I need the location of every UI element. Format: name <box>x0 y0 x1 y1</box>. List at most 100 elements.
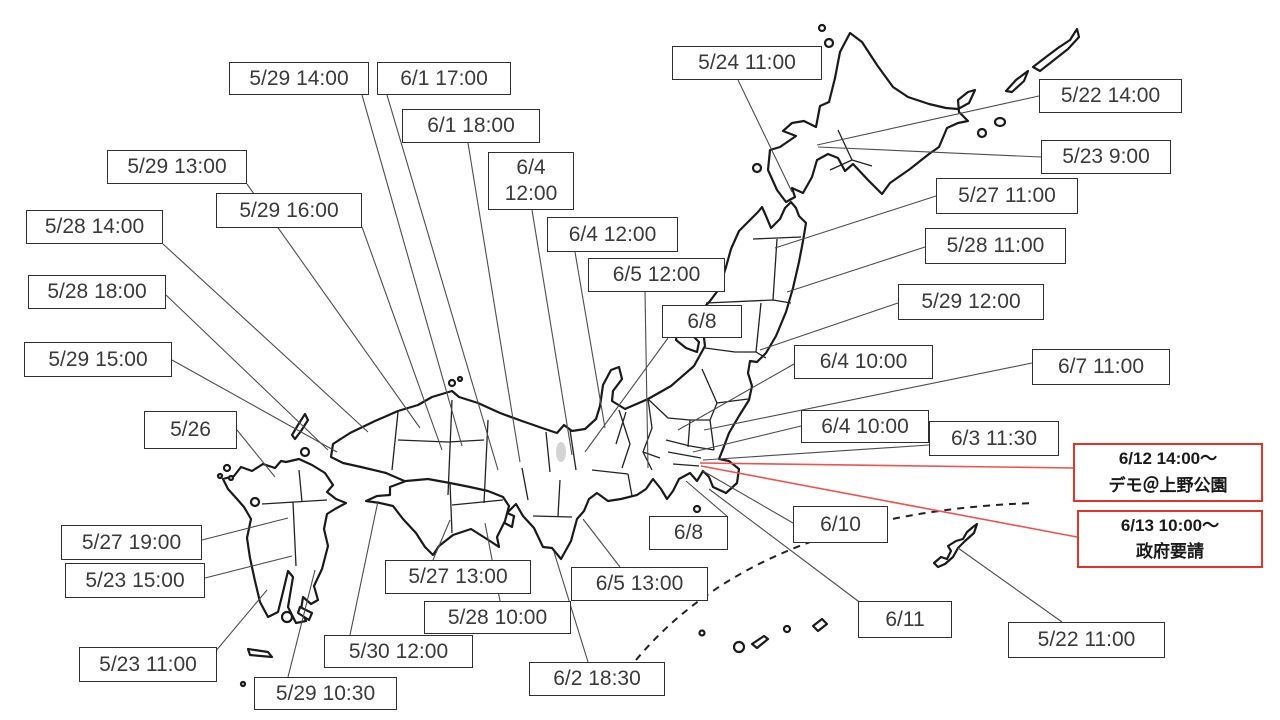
island-tokara <box>239 680 247 688</box>
event-label: 5/23 15:00 <box>65 563 205 598</box>
island-okinawa <box>932 522 979 569</box>
leader-line <box>644 291 649 469</box>
event-label-text: 5/27 11:00 <box>958 184 1056 207</box>
leader-line <box>817 146 1042 158</box>
island-okushiri <box>751 162 763 174</box>
leader-line <box>786 246 926 293</box>
leader-line <box>162 243 369 433</box>
island-yakushima <box>280 610 294 624</box>
event-label-text: 5/29 10:30 <box>275 681 376 705</box>
leader-line <box>702 444 930 461</box>
event-label: 5/28 18:00 <box>28 275 166 309</box>
leader-line <box>708 488 863 605</box>
island-koshiki <box>246 647 274 659</box>
event-label: 6/1 17:00 <box>377 62 511 95</box>
leader-line <box>700 465 1078 538</box>
island-amami-5 <box>811 617 829 633</box>
island-goto-2 <box>216 472 224 480</box>
leader-line <box>236 429 276 478</box>
island-izu-oshima <box>692 504 702 514</box>
event-label-text: 5/27 19:00 <box>81 530 182 554</box>
leader-line <box>699 462 1074 469</box>
event-label-text: 5/22 11:00 <box>1037 628 1136 651</box>
leader-line <box>677 363 795 431</box>
event-label: 5/29 12:00 <box>898 284 1044 320</box>
event-label-text: 6/4 12:00 <box>568 222 657 246</box>
island-habomai <box>993 116 1007 128</box>
event-label-text: 6/4 <box>516 155 546 179</box>
leader-line <box>361 226 443 451</box>
event-label: 5/29 14:00 <box>229 62 369 95</box>
island-goto-3 <box>227 474 235 482</box>
island-hokkaido <box>766 31 977 204</box>
island-amakusa <box>249 496 261 508</box>
event-label-text: 5/22 14:00 <box>1060 84 1161 107</box>
event-label: 5/22 11:00 <box>1008 622 1165 658</box>
leader-line <box>737 79 793 193</box>
leader-line <box>214 589 268 653</box>
leader-lines <box>162 79 1078 678</box>
event-label: 5/23 11:00 <box>79 647 217 682</box>
leader-line <box>467 142 521 463</box>
island-amami-1 <box>698 629 706 637</box>
island-oki-1 <box>447 378 457 388</box>
event-label: 5/29 16:00 <box>216 193 362 228</box>
leader-line <box>553 551 589 663</box>
event-label: 6/7 11:00 <box>1032 349 1170 385</box>
event-label-text: 5/23 15:00 <box>85 568 185 592</box>
event-label-text: 6/5 13:00 <box>595 572 684 595</box>
leader-line <box>432 519 451 561</box>
event-label: 5/28 14:00 <box>26 210 163 244</box>
island-goto-1 <box>222 463 232 473</box>
event-label-text: 5/28 14:00 <box>44 215 145 238</box>
leader-line <box>386 94 499 471</box>
event-label-text: 5/29 12:00 <box>921 290 1021 313</box>
event-label-text: 5/23 11:00 <box>99 652 197 676</box>
island-rishiri <box>823 37 835 49</box>
event-label-text: 5/28 11:00 <box>946 234 1045 257</box>
event-label: 6/8 <box>662 305 742 338</box>
event-label-text: 6/8 <box>673 521 704 544</box>
event-label-text: 5/29 13:00 <box>127 155 227 178</box>
island-iki <box>299 446 311 458</box>
highlight-event-label: 6/12 14:00～ デモ＠上野公園 <box>1073 443 1263 502</box>
event-label-text: 6/13 10:00～ <box>1120 515 1220 535</box>
event-label-text: 5/29 14:00 <box>249 66 349 90</box>
event-label: 5/28 11:00 <box>925 228 1066 264</box>
leader-line <box>574 251 606 429</box>
event-label-text: 6/1 18:00 <box>427 114 515 137</box>
island-kunashiri <box>1004 69 1030 94</box>
event-label-text: 6/12 14:00～ <box>1118 449 1218 469</box>
event-label-text: 5/23 9:00 <box>1062 145 1150 168</box>
event-label: 5/29 10:30 <box>254 677 397 710</box>
event-label: 5/23 9:00 <box>1041 140 1171 174</box>
event-label-text: 5/26 <box>170 418 211 441</box>
event-label: 6/4 10:00 <box>801 410 929 443</box>
leader-line <box>201 517 289 541</box>
event-label-text: 6/11 <box>885 607 925 631</box>
island-tanegashima <box>296 605 314 622</box>
event-label-text: 6/1 17:00 <box>400 66 488 90</box>
leader-line <box>171 359 338 453</box>
event-label-text: 6/7 11:00 <box>1057 355 1145 378</box>
highlight-event-label: 6/13 10:00～ 政府要請 <box>1077 510 1263 568</box>
leader-line <box>204 555 293 579</box>
island-rebun <box>817 23 827 33</box>
event-label-text: 5/29 15:00 <box>48 347 148 371</box>
leader-line <box>582 518 621 568</box>
island-shikotan <box>976 127 988 139</box>
event-label: 5/27 11:00 <box>936 178 1078 214</box>
event-label: 5/29 13:00 <box>107 150 247 184</box>
inset-boundary-dashed-arc <box>635 502 1036 661</box>
leader-line <box>349 500 379 636</box>
event-label: 6/4 10:00 <box>794 345 933 379</box>
island-shikoku <box>364 477 511 557</box>
event-label: 6/4 12:00 <box>547 217 678 252</box>
leader-line <box>703 362 1033 431</box>
leader-line <box>685 480 729 518</box>
leader-line <box>531 209 573 456</box>
leader-line <box>957 547 1063 623</box>
event-label-text: 5/30 12:00 <box>348 639 449 663</box>
